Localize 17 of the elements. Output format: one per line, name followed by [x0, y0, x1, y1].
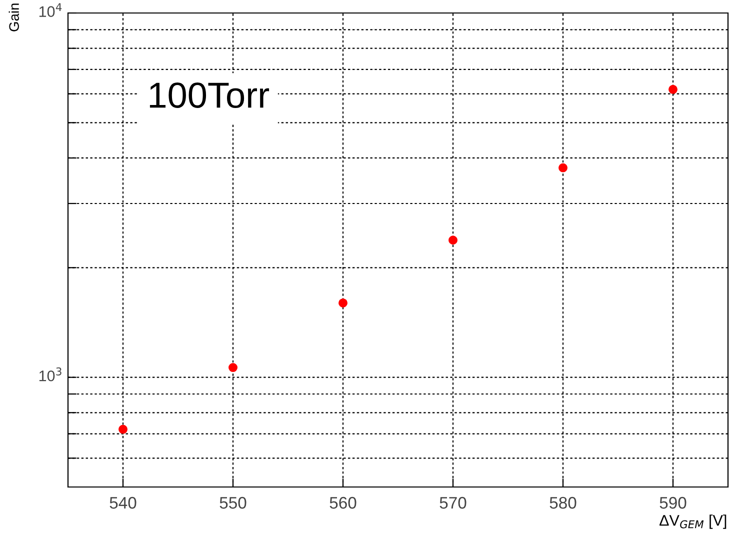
point	[558, 163, 568, 172]
y-axis-title: Gain	[8, 4, 19, 32]
point	[338, 298, 348, 308]
x-tick-label: 560	[330, 496, 356, 509]
y-tick-label: 10$^{4}$	[39, 3, 62, 17]
point	[228, 363, 238, 372]
point	[668, 84, 678, 94]
point	[448, 236, 458, 245]
x-tick-label: 570	[440, 496, 466, 509]
x-axis-title: ΔV$_{GEM}$ [V]	[660, 514, 726, 529]
x-tick-label: 540	[110, 496, 136, 509]
y-tick-label: 10$^{3}$	[39, 367, 62, 382]
annotation: 100Torr	[150, 82, 270, 108]
x-tick-label: 590	[660, 496, 686, 509]
x-tick-label: 580	[550, 496, 576, 509]
point	[118, 424, 128, 434]
x-tick-label: 550	[220, 496, 246, 509]
